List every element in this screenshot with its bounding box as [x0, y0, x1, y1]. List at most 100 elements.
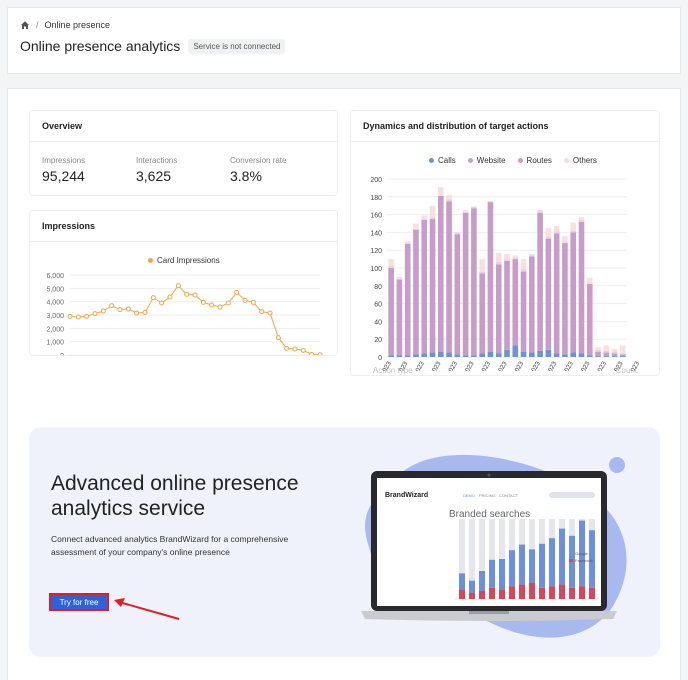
bar-segment[interactable]	[537, 210, 543, 213]
bar-segment[interactable]	[595, 349, 601, 352]
data-point[interactable]	[184, 291, 190, 297]
bar-segment[interactable]	[537, 212, 543, 351]
bar-segment[interactable]	[570, 230, 577, 233]
bar-segment[interactable]	[487, 202, 494, 352]
bar-segment[interactable]	[487, 351, 494, 357]
bar-segment[interactable]	[388, 265, 394, 268]
bar-segment[interactable]	[595, 351, 601, 357]
bar-segment[interactable]	[421, 353, 428, 357]
bar-segment[interactable]	[404, 243, 411, 356]
data-point[interactable]	[67, 313, 73, 319]
bar-segment[interactable]	[586, 277, 593, 284]
bar-segment[interactable]	[570, 222, 577, 231]
data-point[interactable]	[317, 352, 323, 356]
bar-segment[interactable]	[537, 350, 543, 357]
bar-segment[interactable]	[545, 238, 552, 350]
bar-segment[interactable]	[495, 261, 502, 265]
data-point[interactable]	[250, 299, 256, 305]
bar-segment[interactable]	[520, 268, 527, 272]
legend-calls[interactable]: Calls	[429, 156, 456, 165]
data-point[interactable]	[117, 307, 123, 313]
bar-segment[interactable]	[578, 217, 585, 220]
bar-segment[interactable]	[471, 355, 477, 357]
bar-segment[interactable]	[512, 257, 519, 260]
data-point[interactable]	[234, 289, 240, 295]
data-point[interactable]	[275, 335, 281, 341]
bar-segment[interactable]	[471, 206, 477, 209]
bar-segment[interactable]	[578, 353, 585, 357]
home-icon[interactable]	[20, 20, 30, 30]
bar-segment[interactable]	[562, 354, 568, 357]
bar-segment[interactable]	[404, 355, 411, 357]
bar-segment[interactable]	[570, 352, 577, 357]
bar-segment[interactable]	[404, 243, 411, 244]
bar-segment[interactable]	[553, 233, 560, 354]
legend-others[interactable]: Others	[563, 156, 597, 165]
data-point[interactable]	[292, 346, 298, 352]
data-point[interactable]	[242, 297, 248, 303]
bar-segment[interactable]	[529, 256, 535, 353]
bar-segment[interactable]	[479, 259, 485, 272]
bar-segment[interactable]	[479, 353, 485, 357]
bar-segment[interactable]	[454, 354, 461, 357]
bar-segment[interactable]	[603, 350, 610, 353]
bar-segment[interactable]	[437, 187, 444, 196]
data-point[interactable]	[225, 300, 231, 306]
bar-segment[interactable]	[611, 351, 618, 354]
bar-segment[interactable]	[529, 352, 535, 357]
bar-segment[interactable]	[388, 355, 394, 357]
bar-segment[interactable]	[421, 215, 428, 220]
bar-segment[interactable]	[520, 271, 527, 352]
bar-segment[interactable]	[446, 199, 452, 202]
data-point[interactable]	[167, 294, 173, 300]
data-point[interactable]	[150, 295, 156, 301]
data-point[interactable]	[125, 306, 131, 312]
bar-segment[interactable]	[429, 205, 436, 218]
bar-segment[interactable]	[479, 273, 485, 354]
bar-segment[interactable]	[454, 232, 461, 235]
bar-segment[interactable]	[396, 278, 403, 280]
bar-segment[interactable]	[471, 208, 477, 356]
bar-segment[interactable]	[611, 356, 618, 357]
bar-segment[interactable]	[520, 259, 527, 269]
bar-segment[interactable]	[586, 283, 593, 285]
bar-segment[interactable]	[437, 195, 444, 352]
bar-segment[interactable]	[562, 242, 568, 244]
bar-segment[interactable]	[553, 231, 560, 234]
bar-segment[interactable]	[404, 241, 411, 244]
data-point[interactable]	[100, 308, 106, 314]
bar-segment[interactable]	[603, 352, 610, 357]
bar-segment[interactable]	[529, 255, 535, 257]
data-point[interactable]	[84, 313, 90, 319]
bar-segment[interactable]	[462, 212, 469, 356]
bar-segment[interactable]	[479, 271, 485, 274]
bar-segment[interactable]	[562, 243, 568, 355]
bar-segment[interactable]	[553, 353, 560, 357]
legend-website[interactable]: Website	[467, 156, 506, 165]
bar-segment[interactable]	[504, 260, 510, 350]
bar-segment[interactable]	[578, 219, 585, 222]
bar-segment[interactable]	[512, 255, 519, 258]
bar-segment[interactable]	[586, 355, 593, 357]
data-point[interactable]	[142, 309, 148, 315]
bar-segment[interactable]	[586, 284, 593, 356]
bar-segment[interactable]	[620, 353, 626, 355]
bar-segment[interactable]	[446, 352, 452, 357]
data-point[interactable]	[284, 345, 290, 351]
bar-segment[interactable]	[545, 236, 552, 239]
try-for-free-button[interactable]: Try for free	[49, 593, 109, 611]
bar-segment[interactable]	[413, 354, 419, 357]
data-point[interactable]	[267, 310, 273, 316]
bar-segment[interactable]	[545, 227, 552, 237]
bar-segment[interactable]	[413, 229, 419, 355]
bar-segment[interactable]	[396, 276, 403, 279]
bar-segment[interactable]	[446, 195, 452, 200]
bar-segment[interactable]	[620, 356, 626, 357]
data-point[interactable]	[300, 347, 306, 353]
bar-segment[interactable]	[454, 234, 461, 355]
data-point[interactable]	[217, 304, 223, 310]
bar-segment[interactable]	[512, 345, 519, 357]
bar-segment[interactable]	[462, 211, 469, 213]
bar-segment[interactable]	[462, 210, 469, 212]
bar-segment[interactable]	[504, 259, 510, 261]
